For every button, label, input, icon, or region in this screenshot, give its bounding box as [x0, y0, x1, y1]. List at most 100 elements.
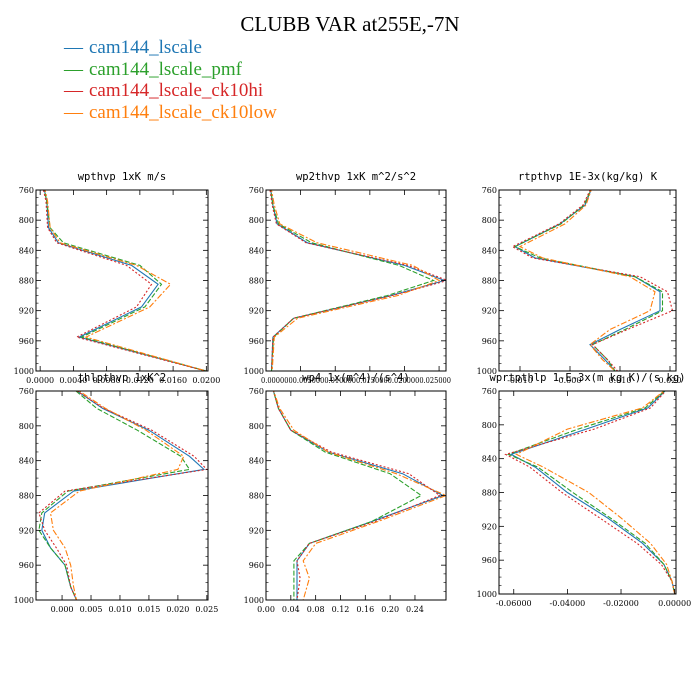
x-tick-label: 0.0040: [59, 376, 87, 385]
legend-item-3: — cam144_lscale_ck10hi: [64, 80, 277, 102]
x-tick-label: 0.12: [332, 605, 350, 614]
legend: — cam144_lscale — cam144_lscale_pmf — cam14…: [64, 37, 277, 123]
series-line-3: [42, 190, 206, 371]
panel-title-4: thlpthvp 1xK^2: [78, 372, 167, 384]
series-group-1: [42, 190, 207, 371]
y-tick-label: 800: [482, 216, 497, 225]
y-tick-label: 800: [19, 216, 34, 225]
x-tick-label: -0.04000: [549, 599, 585, 608]
x-tick-label: 0.020: [659, 376, 682, 385]
y-tick-label: 760: [249, 186, 264, 195]
legend-line-4: —: [64, 101, 83, 123]
series-line-4: [515, 391, 676, 594]
series-line-2: [43, 190, 207, 371]
panel-title-2: wp2thvp 1xK m^2/s^2: [296, 171, 416, 183]
series-line-2: [506, 391, 676, 594]
legend-item-2: — cam144_lscale_pmf: [64, 59, 277, 81]
y-tick-label: 840: [19, 457, 34, 466]
x-tick-label: 0.00: [257, 605, 275, 614]
series-group-5: [272, 391, 446, 600]
x-tick-label: 0.0160: [159, 376, 187, 385]
x-tick-label: 0.010: [109, 605, 132, 614]
series-line-3: [511, 190, 674, 371]
series-line-1: [41, 391, 206, 600]
y-tick-label: 800: [249, 422, 264, 431]
y-tick-label: 840: [482, 455, 497, 464]
x-tick-label: 0.0200: [192, 376, 220, 385]
x-tick-label: 0.0120: [126, 376, 154, 385]
x-tick-label: -0.06000: [496, 599, 532, 608]
y-tick-label: 920: [482, 522, 497, 531]
series-line-2: [272, 391, 423, 600]
x-tick-label: -0.02000: [603, 599, 639, 608]
y-tick-label: 1000: [14, 596, 34, 605]
x-tick-label: 0.00000: [658, 599, 691, 608]
y-tick-label: 840: [249, 457, 264, 466]
panel-frame: [498, 189, 677, 372]
legend-line-3: —: [64, 80, 83, 101]
panel-title-1: wpthvp 1xK m/s: [78, 171, 167, 183]
y-tick-label: 880: [19, 492, 34, 501]
series-group-4: [38, 391, 208, 600]
x-tick-label: 0.24: [406, 605, 424, 614]
panel-frame: [265, 189, 447, 372]
y-tick-label: 920: [482, 307, 497, 316]
y-tick-label: 880: [482, 489, 497, 498]
y-tick-label: 960: [249, 561, 264, 570]
x-tick-label: 0.005: [80, 605, 103, 614]
y-tick-label: 1000: [14, 367, 34, 376]
y-tick-label: 960: [249, 337, 264, 346]
panel-title-3: rtpthvp 1E-3x(kg/kg) K: [518, 171, 658, 183]
legend-item-1: — cam144_lscale: [64, 37, 277, 59]
y-tick-label: 1000: [477, 590, 497, 599]
series-line-3: [269, 190, 446, 371]
x-tick-label: 0.16: [356, 605, 374, 614]
panel-1: wpthvp 1xK m/s76080084088092096010000.00…: [14, 171, 221, 385]
legend-line-2: —: [64, 58, 83, 80]
y-tick-label: 880: [249, 492, 264, 501]
series-line-2: [270, 190, 436, 371]
y-tick-label: 800: [249, 216, 264, 225]
x-tick-label: 0.0000000.0050000.0100000.0150000.020000…: [261, 376, 451, 385]
panel-5: wp4 1x(m^4)/(s^4)76080084088092096010000…: [244, 372, 447, 614]
series-line-3: [272, 391, 441, 600]
panel-3: rtpthvp 1E-3x(kg/kg) K 760 800 840 880 920 960…: [477, 171, 682, 385]
x-tick-label: 0.0080: [93, 376, 121, 385]
y-tick-label: 800: [19, 422, 34, 431]
x-tick-label: -0.010: [507, 376, 533, 385]
panel-frame: [498, 390, 677, 595]
y-tick-label: 960: [482, 337, 497, 346]
y-tick-label: 840: [249, 246, 264, 255]
panel-frame: [35, 189, 209, 372]
series-line-1: [509, 391, 676, 594]
y-tick-label: 760: [19, 387, 34, 396]
series-line-4: [49, 391, 185, 600]
y-tick-label: 960: [19, 561, 34, 570]
legend-label-3: cam144_lscale_ck10hi: [89, 80, 264, 101]
y-tick-label: 760: [482, 186, 497, 195]
panel-frame: [265, 390, 447, 601]
y-tick-label: 920: [19, 526, 34, 535]
y-tick-label: 1000: [244, 367, 264, 376]
x-tick-label: 0.20: [381, 605, 399, 614]
series-line-2: [38, 391, 191, 600]
y-tick-label: 840: [19, 246, 34, 255]
series-group-6: [504, 391, 676, 594]
legend-label-2: cam144_lscale_pmf: [89, 58, 243, 80]
panel-title-5: wp4 1x(m^4)/(s^4): [302, 372, 409, 384]
legend-label-4: cam144_lscale_ck10low: [89, 101, 277, 123]
x-tick-label: 0.04: [282, 605, 300, 614]
series-line-3: [504, 391, 676, 594]
y-tick-label: 760: [19, 186, 34, 195]
series-line-4: [270, 190, 441, 371]
panel-2: wp2thvp 1xK m^2/s^2 760 800 840 880 920 960 100…: [244, 171, 451, 385]
y-tick-label: 920: [249, 526, 264, 535]
series-line-1: [43, 190, 207, 371]
y-tick-label: 1000: [477, 367, 497, 376]
y-tick-label: 960: [482, 556, 497, 565]
y-tick-label: 1000: [244, 596, 264, 605]
y-tick-label: 800: [482, 421, 497, 430]
y-tick-label: 920: [19, 307, 34, 316]
x-tick-label: 0.000: [559, 376, 582, 385]
